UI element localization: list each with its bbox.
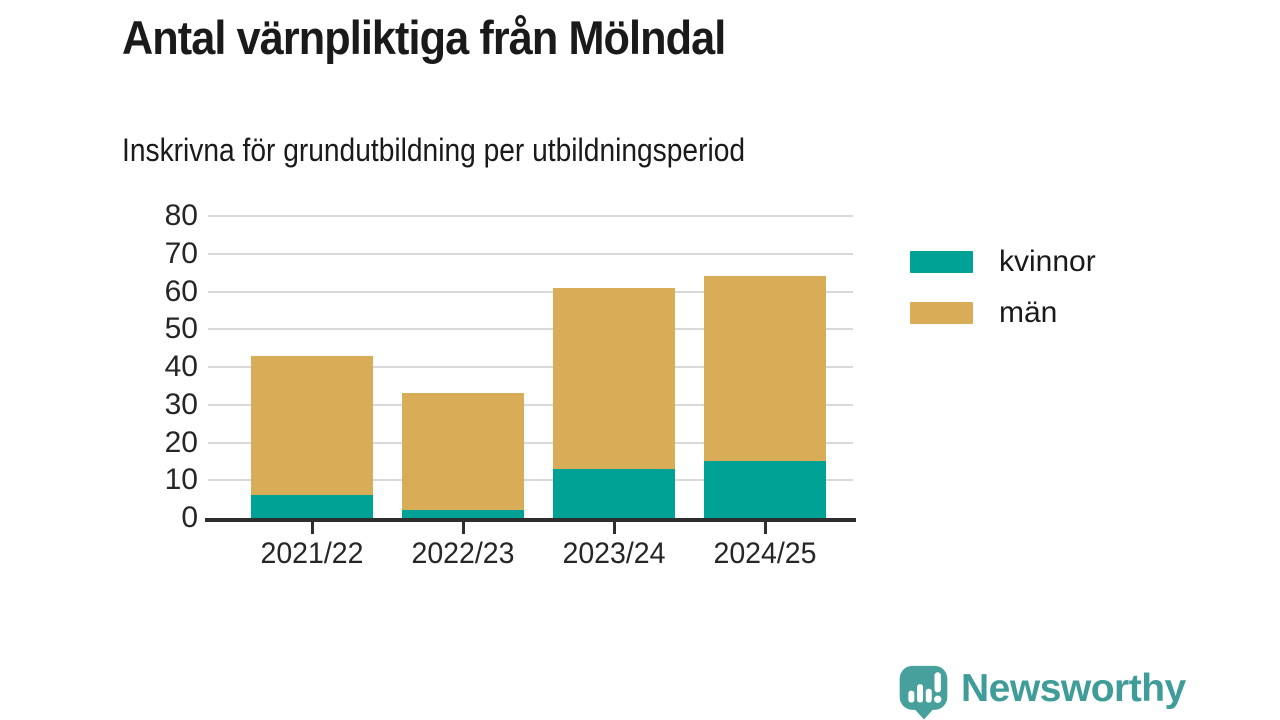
x-axis-tick	[612, 522, 616, 534]
gridline-30	[208, 403, 853, 406]
bar-2024/25	[704, 276, 826, 518]
gridline-10	[208, 479, 853, 482]
gridline-50	[208, 328, 853, 331]
bar-segment-kvinnor	[251, 495, 373, 518]
gridline-60	[208, 290, 853, 293]
bar-segment-män	[704, 276, 826, 462]
gridline-70	[208, 252, 853, 255]
plot-area: 0 10 20 30 40 50 60 70 80 2021/22 2022/23 2023/24 20…	[165, 199, 856, 570]
y-axis-tick-label: 60	[164, 274, 198, 308]
y-axis-tick-label: 80	[164, 199, 198, 232]
bar-segment-kvinnor	[553, 468, 675, 518]
gridline-40	[208, 366, 853, 368]
chart-title: Antal värnpliktiga från Mölndal	[122, 11, 726, 64]
y-axis-tick-label: 50	[164, 312, 198, 346]
legend: kvinnor män	[910, 245, 1096, 347]
x-axis-tick-label: 2021/22	[260, 537, 364, 570]
bar-segment-män	[251, 355, 373, 496]
newsworthy-logo-text: Newsworthy	[961, 666, 1186, 710]
legend-label: kvinnor	[999, 245, 1096, 278]
bar-segment-kvinnor	[402, 510, 524, 518]
x-axis-tick	[763, 522, 767, 534]
bar-2021/22	[251, 355, 373, 518]
legend-item-kvinnor: kvinnor	[910, 245, 1096, 279]
legend-swatch	[910, 251, 973, 273]
bar-2022/23	[402, 393, 524, 518]
legend-item-män: män	[910, 296, 1096, 330]
y-axis-tick-label: 0	[181, 501, 198, 534]
x-axis-tick-label: 2024/25	[713, 537, 817, 570]
y-axis-tick-label: 20	[164, 425, 198, 459]
x-axis-line	[205, 518, 856, 522]
x-axis-tick	[461, 522, 465, 534]
newsworthy-logo-icon	[899, 665, 948, 720]
x-axis-tick-label: 2022/23	[411, 537, 515, 570]
x-axis-tick	[310, 522, 314, 534]
y-axis-tick-label: 40	[164, 350, 198, 383]
legend-swatch	[910, 302, 973, 324]
y-axis-tick-label: 70	[164, 236, 198, 270]
gridline-20	[208, 441, 853, 444]
x-axis-tick-label: 2023/24	[562, 537, 666, 570]
bar-segment-män	[402, 393, 524, 511]
newsworthy-logo: Newsworthy	[896, 663, 1186, 720]
chart-subtitle: Inskrivna för grundutbildning per utbild…	[122, 132, 746, 168]
gridline-80	[208, 215, 853, 217]
bar-segment-män	[553, 287, 675, 469]
y-axis-tick-label: 30	[164, 387, 198, 421]
bar-segment-kvinnor	[704, 461, 826, 518]
y-axis-tick-label: 10	[164, 463, 198, 497]
legend-label: män	[999, 296, 1058, 329]
bar-2023/24	[553, 287, 675, 518]
